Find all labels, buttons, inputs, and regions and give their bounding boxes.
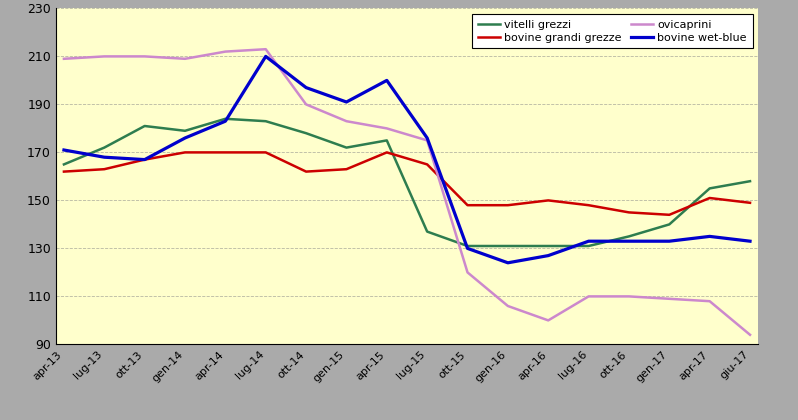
- bovine wet-blue: [302, 85, 311, 90]
- vitelli grezzi: [180, 128, 190, 133]
- vitelli grezzi: [140, 123, 149, 129]
- bovine wet-blue: [463, 246, 472, 251]
- ovicaprini: [705, 299, 714, 304]
- bovine wet-blue: [584, 239, 594, 244]
- vitelli grezzi: [543, 244, 553, 249]
- bovine grandi grezze: [342, 167, 351, 172]
- bovine wet-blue: [140, 157, 149, 162]
- bovine grandi grezze: [140, 157, 149, 162]
- vitelli grezzi: [463, 244, 472, 249]
- vitelli grezzi: [261, 119, 271, 124]
- bovine wet-blue: [543, 253, 553, 258]
- ovicaprini: [382, 126, 392, 131]
- bovine grandi grezze: [624, 210, 634, 215]
- bovine grandi grezze: [705, 195, 714, 200]
- bovine wet-blue: [624, 239, 634, 244]
- bovine grandi grezze: [220, 150, 230, 155]
- vitelli grezzi: [59, 162, 69, 167]
- vitelli grezzi: [100, 145, 109, 150]
- bovine grandi grezze: [261, 150, 271, 155]
- ovicaprini: [302, 102, 311, 107]
- ovicaprini: [140, 54, 149, 59]
- bovine grandi grezze: [543, 198, 553, 203]
- bovine grandi grezze: [180, 150, 190, 155]
- ovicaprini: [220, 49, 230, 54]
- Line: bovine wet-blue: bovine wet-blue: [64, 56, 750, 263]
- vitelli grezzi: [624, 234, 634, 239]
- bovine wet-blue: [100, 155, 109, 160]
- Line: vitelli grezzi: vitelli grezzi: [64, 119, 750, 246]
- bovine wet-blue: [59, 147, 69, 152]
- bovine grandi grezze: [503, 203, 512, 208]
- bovine wet-blue: [261, 54, 271, 59]
- ovicaprini: [261, 47, 271, 52]
- ovicaprini: [180, 56, 190, 61]
- ovicaprini: [422, 138, 432, 143]
- bovine wet-blue: [180, 136, 190, 141]
- ovicaprini: [342, 119, 351, 124]
- vitelli grezzi: [422, 229, 432, 234]
- vitelli grezzi: [342, 145, 351, 150]
- bovine wet-blue: [665, 239, 674, 244]
- vitelli grezzi: [302, 131, 311, 136]
- bovine grandi grezze: [59, 169, 69, 174]
- vitelli grezzi: [382, 138, 392, 143]
- vitelli grezzi: [220, 116, 230, 121]
- ovicaprini: [745, 332, 755, 337]
- bovine grandi grezze: [382, 150, 392, 155]
- vitelli grezzi: [503, 244, 512, 249]
- bovine wet-blue: [745, 239, 755, 244]
- bovine wet-blue: [382, 78, 392, 83]
- Line: ovicaprini: ovicaprini: [64, 49, 750, 335]
- ovicaprini: [665, 296, 674, 301]
- bovine wet-blue: [422, 136, 432, 141]
- ovicaprini: [100, 54, 109, 59]
- Legend: vitelli grezzi, bovine grandi grezze, ovicaprini, bovine wet-blue: vitelli grezzi, bovine grandi grezze, ov…: [472, 14, 753, 48]
- bovine grandi grezze: [422, 162, 432, 167]
- bovine wet-blue: [705, 234, 714, 239]
- bovine grandi grezze: [463, 203, 472, 208]
- vitelli grezzi: [705, 186, 714, 191]
- ovicaprini: [584, 294, 594, 299]
- bovine wet-blue: [342, 100, 351, 105]
- vitelli grezzi: [745, 178, 755, 184]
- bovine grandi grezze: [584, 203, 594, 208]
- bovine wet-blue: [220, 119, 230, 124]
- ovicaprini: [59, 56, 69, 61]
- bovine grandi grezze: [665, 212, 674, 217]
- Line: bovine grandi grezze: bovine grandi grezze: [64, 152, 750, 215]
- vitelli grezzi: [584, 244, 594, 249]
- ovicaprini: [543, 318, 553, 323]
- ovicaprini: [503, 304, 512, 309]
- bovine wet-blue: [503, 260, 512, 265]
- bovine grandi grezze: [745, 200, 755, 205]
- vitelli grezzi: [665, 222, 674, 227]
- ovicaprini: [463, 270, 472, 275]
- bovine grandi grezze: [302, 169, 311, 174]
- ovicaprini: [624, 294, 634, 299]
- bovine grandi grezze: [100, 167, 109, 172]
